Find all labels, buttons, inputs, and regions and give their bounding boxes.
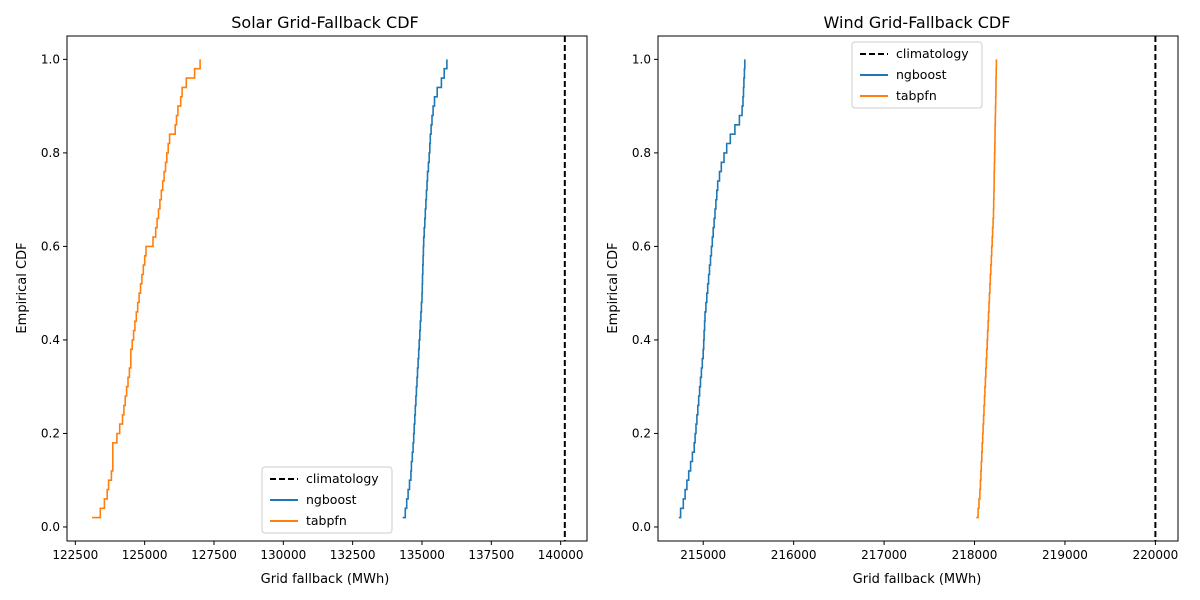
solar-x-tick-label: 137500	[468, 548, 514, 562]
wind-x-axis-label: Grid fallback (MWh)	[853, 572, 982, 587]
solar-legend-ngboost: ngboost	[306, 492, 357, 507]
wind-legend-tabpfn: tabpfn	[896, 88, 937, 103]
wind-plot-frame	[657, 35, 1179, 542]
solar-x-tick-label: 130000	[260, 548, 306, 562]
wind-ngboost-cdf-line	[678, 59, 746, 519]
solar-y-tick-label: 0.8	[41, 146, 60, 160]
wind-chart-title: Wind Grid-Fallback CDF	[824, 13, 1011, 32]
wind-series	[678, 36, 1157, 541]
solar-x-axis-label: Grid fallback (MWh)	[261, 572, 390, 587]
solar-legend: climatology ngboost tabpfn	[261, 466, 393, 534]
solar-legend-tabpfn: tabpfn	[306, 513, 347, 528]
solar-x-tick-label: 140000	[538, 548, 584, 562]
solar-series	[92, 36, 566, 541]
solar-y-axis-label: Empirical CDF	[15, 242, 30, 333]
solar-cdf-panel: Solar Grid-Fallback CDF Grid fallback (M…	[15, 13, 588, 587]
wind-x-tick-label: 218000	[952, 548, 998, 562]
solar-ticks: 122500 125000 127500 130000 132500 135000 1375…	[41, 52, 584, 562]
solar-ngboost-cdf-line	[402, 59, 448, 519]
wind-y-tick-label: 0.4	[632, 333, 651, 347]
wind-x-tick-label: 220000	[1132, 548, 1178, 562]
solar-x-tick-label: 132500	[330, 548, 376, 562]
solar-x-tick-label: 127500	[191, 548, 237, 562]
solar-y-tick-label: 0.6	[41, 239, 60, 253]
wind-y-tick-label: 0.6	[632, 239, 651, 253]
wind-y-tick-label: 0.2	[632, 426, 651, 440]
solar-y-tick-label: 1.0	[41, 52, 60, 66]
solar-legend-climatology: climatology	[306, 471, 379, 486]
solar-y-tick-label: 0.2	[41, 426, 60, 440]
solar-legend-box	[261, 466, 393, 534]
solar-tabpfn-cdf-line	[92, 59, 201, 519]
solar-y-tick-label: 0.4	[41, 333, 60, 347]
solar-x-tick-label: 122500	[52, 548, 98, 562]
wind-legend: climatology ngboost tabpfn	[851, 41, 983, 109]
wind-tabpfn-cdf-line	[976, 59, 998, 519]
wind-y-tick-label: 0.0	[632, 520, 651, 534]
wind-x-tick-label: 219000	[1042, 548, 1088, 562]
wind-y-tick-label: 1.0	[632, 52, 651, 66]
wind-cdf-panel: Wind Grid-Fallback CDF Grid fallback (MW…	[606, 13, 1179, 587]
solar-plot-frame	[66, 35, 588, 542]
solar-x-tick-label: 135000	[399, 548, 445, 562]
wind-legend-ngboost: ngboost	[896, 67, 947, 82]
wind-ticks: 215000 216000 217000 218000 219000 220000 0.0 0…	[632, 52, 1178, 562]
wind-x-tick-label: 215000	[680, 548, 726, 562]
wind-y-axis-label: Empirical CDF	[606, 242, 621, 333]
solar-chart-title: Solar Grid-Fallback CDF	[231, 13, 418, 32]
wind-x-tick-label: 216000	[771, 548, 817, 562]
wind-y-tick-label: 0.8	[632, 146, 651, 160]
solar-x-tick-label: 125000	[122, 548, 168, 562]
wind-legend-box	[851, 41, 983, 109]
wind-legend-climatology: climatology	[896, 46, 969, 61]
solar-y-tick-label: 0.0	[41, 520, 60, 534]
wind-x-tick-label: 217000	[861, 548, 907, 562]
